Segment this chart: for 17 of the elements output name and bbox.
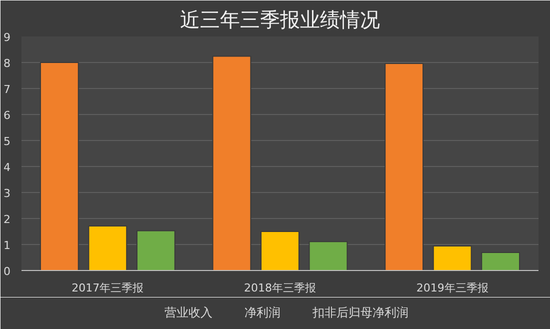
y-tick-label: 5 bbox=[4, 135, 10, 148]
y-tick-label: 0 bbox=[4, 265, 10, 278]
y-tick-label: 6 bbox=[4, 109, 10, 122]
text: 营业收入 bbox=[164, 304, 212, 322]
text: 净利润 bbox=[244, 304, 280, 322]
y-tick-label: 9 bbox=[4, 31, 10, 44]
x-tick-label: 2017年三季报 bbox=[72, 282, 144, 294]
chart-title: 近三年三季报业绩情况 bbox=[180, 8, 380, 32]
y-tick-label: 3 bbox=[4, 187, 10, 200]
text: 扣非后归母净利润 bbox=[312, 304, 408, 322]
y-tick-label: 7 bbox=[4, 83, 10, 96]
y-tick-label: 8 bbox=[4, 57, 10, 70]
y-tick-label: 1 bbox=[4, 239, 10, 252]
x-tick-label: 2019年三季报 bbox=[416, 282, 488, 294]
y-tick-label: 2 bbox=[4, 213, 10, 226]
y-tick-label: 4 bbox=[4, 161, 10, 174]
x-tick-label: 2018年三季报 bbox=[244, 282, 316, 294]
